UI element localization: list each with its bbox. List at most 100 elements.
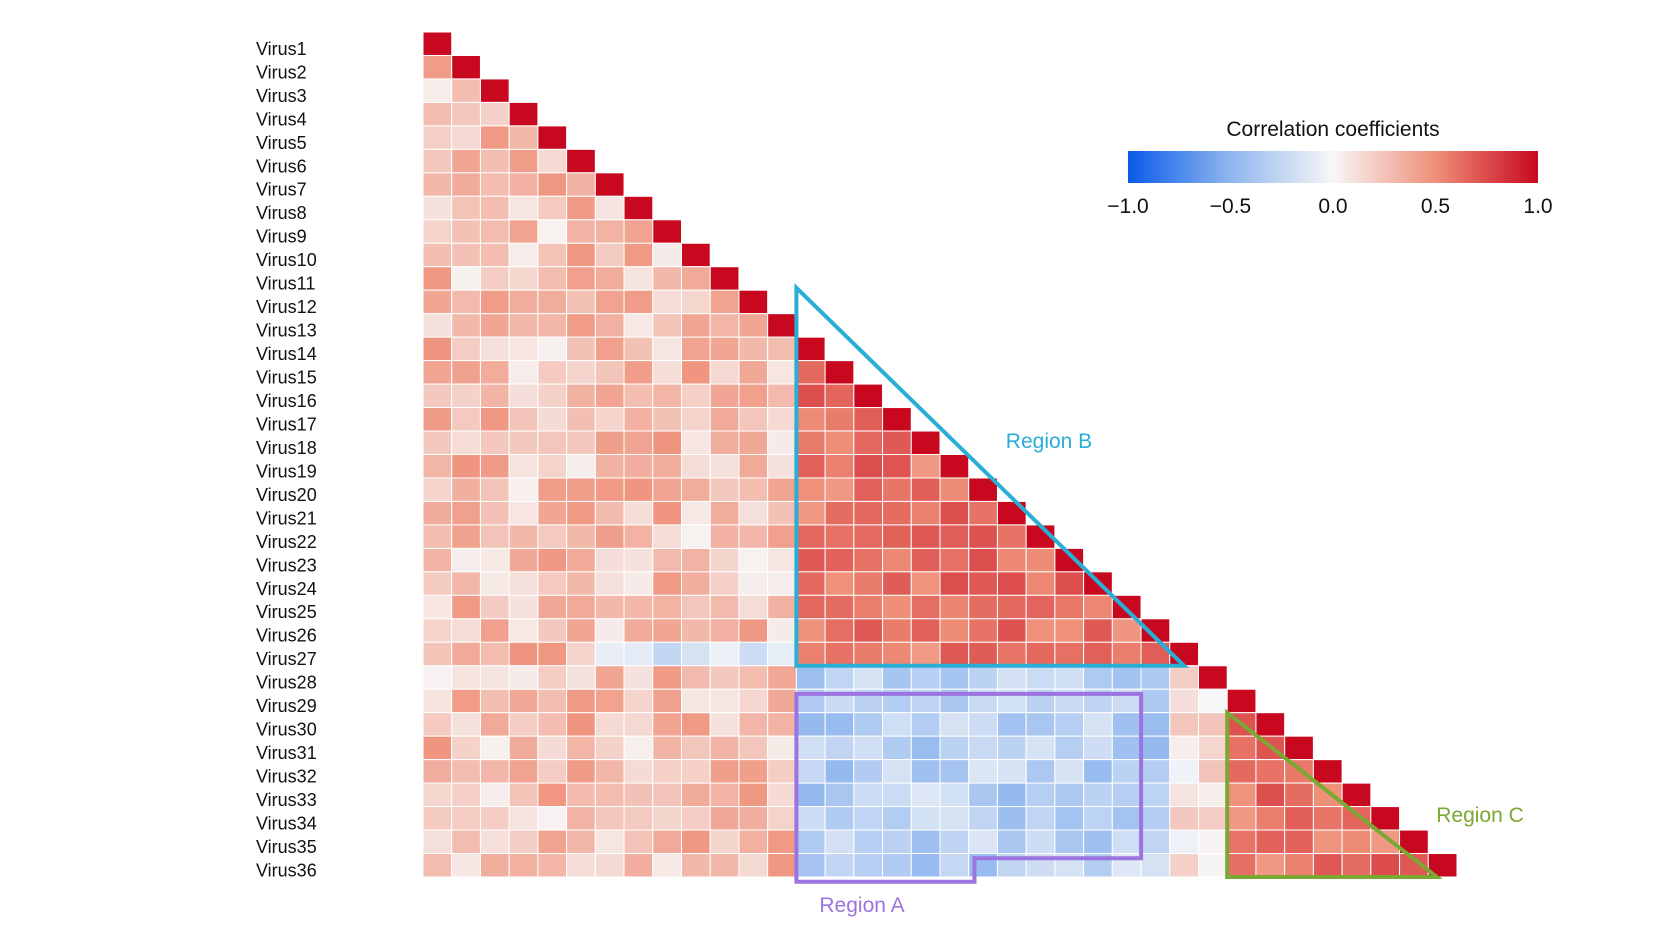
heatmap-cell: [910, 853, 941, 878]
heatmap-cell: [767, 641, 797, 667]
heatmap-cell: [795, 665, 826, 690]
heatmap-cell: [537, 360, 568, 385]
heatmap-cell: [594, 195, 625, 221]
heatmap-cell: [652, 735, 683, 761]
heatmap-cell: [939, 829, 970, 855]
row-label: Virus29: [256, 696, 317, 716]
heatmap-cell: [451, 454, 481, 479]
heatmap-cell: [594, 383, 625, 409]
heatmap-cell: [824, 665, 855, 690]
heatmap-cell: [451, 78, 481, 103]
heatmap-cell: [824, 829, 855, 855]
heatmap-cell: [479, 688, 510, 714]
row-label: Virus14: [256, 344, 317, 364]
heatmap-cell: [709, 853, 740, 878]
heatmap-cell: [537, 806, 568, 831]
heatmap-cell: [594, 219, 625, 244]
heatmap-cell: [1054, 782, 1085, 808]
heatmap-cell: [594, 688, 625, 714]
heatmap-cell: [422, 148, 453, 174]
heatmap-cell: [910, 524, 941, 549]
heatmap-cell: [451, 641, 481, 667]
heatmap-cell: [422, 125, 453, 150]
heatmap-cell: [1140, 712, 1171, 737]
heatmap-cell: [594, 782, 625, 808]
heatmap-cell: [422, 430, 453, 455]
heatmap-cell: [422, 735, 453, 761]
heatmap-cell: [1140, 853, 1171, 878]
heatmap-cell: [738, 829, 769, 855]
heatmap-cell: [451, 477, 481, 502]
heatmap-cell: [479, 125, 510, 150]
heatmap-cell: [508, 430, 539, 455]
region-b-label: Region B: [1006, 430, 1092, 453]
heatmap-cell: [623, 477, 654, 502]
heatmap-cell: [795, 829, 826, 855]
heatmap-cell: [996, 806, 1027, 831]
heatmap-cell: [681, 500, 711, 526]
heatmap-cell: [1111, 759, 1142, 784]
heatmap-cell: [422, 407, 453, 432]
row-label: Virus7: [256, 180, 307, 200]
heatmap-cell: [479, 712, 510, 737]
heatmap-cell: [767, 712, 797, 737]
heatmap-cell: [537, 688, 568, 714]
heatmap-cell: [1140, 829, 1171, 855]
heatmap-cell: [996, 829, 1027, 855]
heatmap-cell: [594, 735, 625, 761]
heatmap-cell: [681, 430, 711, 455]
heatmap-cell: [681, 806, 711, 831]
heatmap-cell: [996, 618, 1027, 643]
heatmap-cell: [709, 618, 740, 643]
heatmap-cell: [537, 853, 568, 878]
heatmap-cell: [709, 360, 740, 385]
heatmap-cell: [767, 759, 797, 784]
heatmap-cell: [422, 219, 453, 244]
heatmap-cell: [939, 547, 970, 573]
heatmap-cell: [767, 524, 797, 549]
heatmap-cell: [968, 759, 998, 784]
heatmap-cell: [939, 806, 970, 831]
heatmap-cell: [1370, 853, 1401, 878]
heatmap-cell: [652, 524, 683, 549]
heatmap-cell: [910, 641, 941, 667]
heatmap-cell: [623, 383, 654, 409]
heatmap-cell: [623, 454, 654, 479]
heatmap-cell: [738, 641, 769, 667]
row-label: Virus12: [256, 297, 317, 317]
heatmap-cell: [623, 806, 654, 831]
heatmap-cell: [594, 524, 625, 549]
heatmap-cell: [422, 618, 453, 643]
heatmap-cell: [939, 594, 970, 620]
heatmap-cell: [479, 219, 510, 244]
heatmap-cell: [1140, 782, 1171, 808]
heatmap-cell: [451, 759, 481, 784]
heatmap-cell: [652, 688, 683, 714]
heatmap-cell: [594, 289, 625, 315]
heatmap-cell: [566, 853, 596, 878]
heatmap-cell: [594, 853, 625, 878]
heatmap-cell: [853, 712, 884, 737]
heatmap-cell: [882, 759, 912, 784]
heatmap-cell: [422, 759, 453, 784]
heatmap-cell: [709, 266, 740, 291]
row-label: Virus19: [256, 461, 317, 481]
heatmap-cell: [709, 735, 740, 761]
heatmap-cell: [566, 735, 596, 761]
heatmap-cell: [767, 383, 797, 409]
heatmap-cell: [623, 594, 654, 620]
heatmap-cell: [795, 477, 826, 502]
heatmap-cell: [1083, 665, 1113, 690]
heatmap-cell: [508, 782, 539, 808]
heatmap-cell: [681, 759, 711, 784]
heatmap-cell: [767, 665, 797, 690]
heatmap-cell: [422, 500, 453, 526]
heatmap-cell: [652, 289, 683, 315]
heatmap-cell: [824, 594, 855, 620]
heatmap-cell: [451, 547, 481, 573]
heatmap-cell: [623, 266, 654, 291]
heatmap-cell: [422, 289, 453, 315]
heatmap-cell: [508, 101, 539, 127]
heatmap-cell: [422, 54, 453, 80]
heatmap-cell: [824, 618, 855, 643]
